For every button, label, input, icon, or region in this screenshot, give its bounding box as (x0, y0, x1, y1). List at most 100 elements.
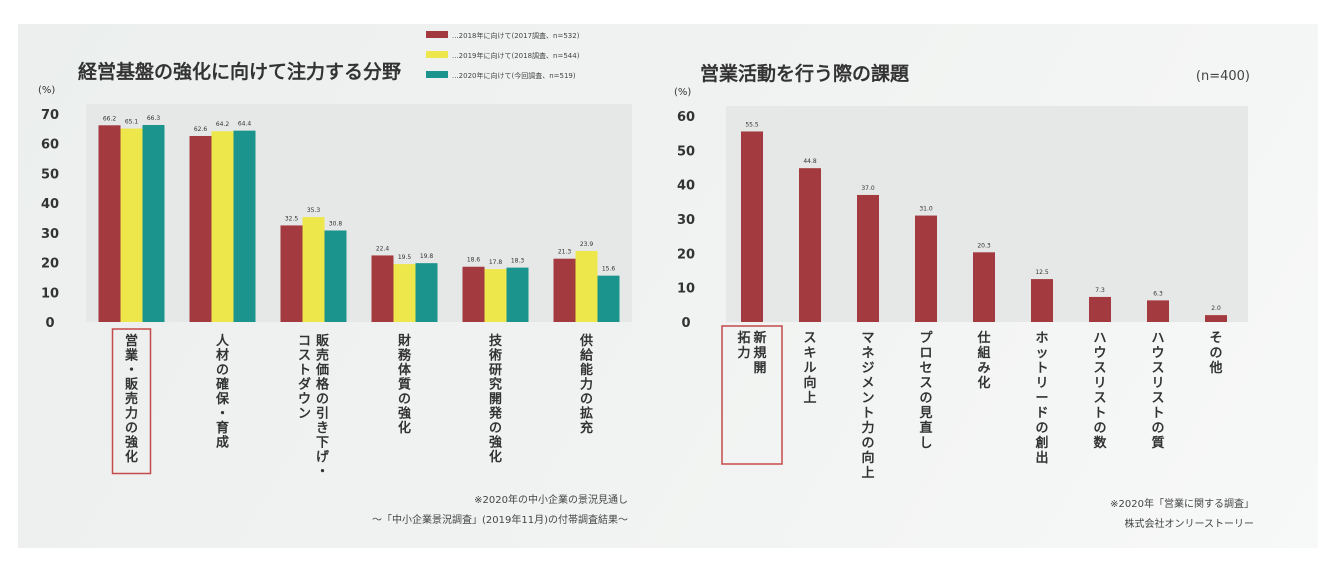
bar (233, 130, 256, 322)
category-label-char: 拡 (580, 406, 593, 422)
category-label-char: 育 (216, 420, 229, 436)
bar (371, 255, 394, 322)
bar (120, 128, 143, 322)
data-label: 20.3 (977, 242, 991, 249)
category-label-char: リ (1035, 376, 1048, 391)
category-label-char: ホ (1035, 331, 1048, 346)
category-label-char: の (1093, 421, 1106, 436)
y-tick-label: 50 (41, 167, 59, 182)
category-label-char: ス (1093, 391, 1106, 406)
bar (857, 194, 879, 322)
bar (393, 264, 416, 322)
category-label-char: ト (1035, 361, 1048, 376)
category-label-char: 務 (398, 348, 412, 364)
category-label-char: 創 (1034, 435, 1048, 451)
bar (575, 250, 598, 322)
y-tick-label: 30 (41, 227, 59, 242)
data-label: 7.3 (1095, 287, 1105, 294)
source-note-right: 株式会社オンリーストーリー (1125, 517, 1255, 530)
category-label-char: げ (316, 449, 330, 465)
category-label-char: ド (1035, 406, 1048, 421)
data-label: 21.3 (558, 249, 572, 256)
bar (280, 225, 303, 322)
category-label-char: 価 (315, 362, 329, 378)
category-label-char: 術 (488, 348, 502, 364)
category-label-char: 他 (1208, 360, 1222, 376)
bar (142, 124, 165, 322)
y-tick-label: 40 (41, 197, 59, 212)
category-label-char: 格 (316, 377, 330, 393)
category-label-char: ル (803, 361, 816, 376)
category-label-char: 強 (489, 435, 502, 451)
category-label-char: の (1035, 421, 1048, 436)
bar (189, 135, 212, 322)
category-label-char: メ (861, 376, 874, 391)
data-label: 66.3 (147, 115, 161, 122)
category-label-char: 下 (316, 436, 329, 451)
category-label-char: 向 (803, 375, 816, 391)
category-label-char: ハ (1151, 331, 1164, 346)
source-note-left: ～「中小企業景況調査」(2019年11月)の付帯調査結果～ (372, 513, 628, 526)
data-label: 32.5 (285, 215, 299, 222)
category-label-char: 化 (125, 449, 138, 465)
category-label-char: ス (919, 376, 932, 391)
y-unit-left: (%) (38, 85, 55, 96)
category-label-char: 材 (216, 348, 229, 364)
category-label-char: の (1209, 346, 1222, 361)
data-label: 35.3 (307, 207, 321, 214)
category-label-char: 研 (489, 363, 502, 378)
y-tick-label: 20 (677, 247, 695, 262)
data-label: 23.9 (580, 241, 594, 248)
category-label-char: 保 (215, 391, 230, 407)
category-label-char: ・ (125, 363, 138, 378)
y-tick-label: 0 (45, 316, 54, 331)
data-label: 18.6 (467, 257, 481, 264)
bar (799, 168, 821, 322)
y-tick-label: 60 (677, 110, 695, 125)
category-label-char: の (125, 421, 138, 436)
data-label: 64.4 (238, 121, 252, 128)
data-label: 30.8 (329, 220, 343, 227)
legend-label: ...2018年に向けて(2017調査、n=532) (452, 31, 580, 40)
category-label-char: 開 (489, 392, 502, 407)
data-label: 37.0 (861, 185, 875, 192)
data-label: 64.2 (216, 121, 230, 128)
bar (324, 230, 347, 322)
category-label-char: ロ (919, 346, 932, 361)
legend-label: ...2020年に向けて(今回調査、n=519) (452, 71, 576, 80)
y-tick-label: 10 (677, 282, 695, 297)
category-label-char: そ (1209, 331, 1222, 346)
category-label-char: コ (298, 334, 311, 349)
data-label: 12.5 (1035, 269, 1049, 276)
category-label-char: 業 (124, 348, 139, 364)
category-label-char: 組 (977, 345, 990, 361)
category-label-char: の (316, 392, 329, 407)
category-label-char: 営 (125, 333, 138, 349)
category-label-char: 給 (580, 348, 594, 364)
category-label-char: 規 (753, 346, 766, 361)
category-label-char: の (861, 436, 874, 451)
category-label-char: 仕 (976, 330, 990, 346)
category-label-char: 販 (316, 333, 330, 349)
category-label-char: 上 (861, 466, 874, 481)
category-label-char: 究 (489, 377, 502, 393)
bar (1089, 296, 1111, 322)
category-label-char: リ (1151, 376, 1164, 391)
category-label-char: の (1151, 421, 1164, 436)
category-label-char: ト (861, 406, 874, 421)
sample-size-right: (n=400) (1196, 69, 1250, 84)
category-label-char: 能 (580, 362, 593, 378)
data-label: 2.0 (1211, 305, 1221, 312)
highlight-box-left (111, 328, 152, 475)
data-label: 55.5 (745, 121, 759, 128)
category-label-char: 化 (489, 449, 502, 465)
bar (415, 263, 438, 322)
category-label-char: の (489, 421, 502, 436)
category-label-char: 拓 (737, 330, 750, 346)
category-label-char: 売 (316, 348, 329, 364)
category-label-char: ウ (1151, 346, 1164, 361)
category-label-char: 見 (918, 406, 932, 421)
bar (553, 258, 576, 322)
data-label: 44.8 (803, 158, 817, 165)
category-label-char: ト (1151, 406, 1164, 421)
